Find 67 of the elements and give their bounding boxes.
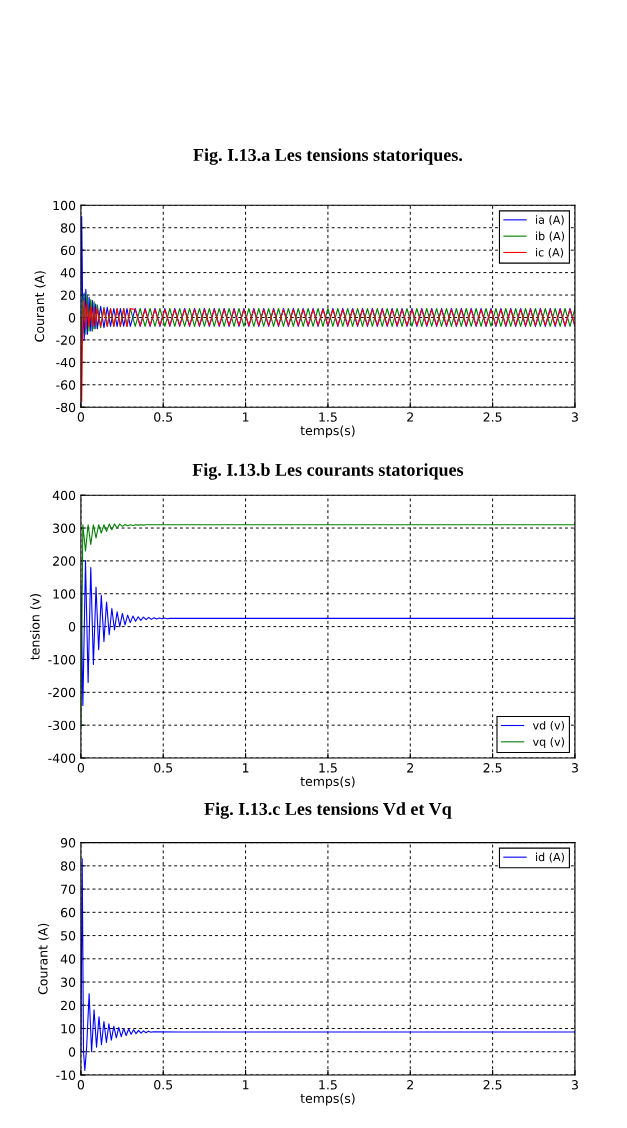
y-tick-label: 40	[60, 954, 76, 964]
y-tick-label: -100	[48, 654, 76, 665]
y-tick-label: 30	[61, 977, 76, 987]
y-tick-label: -200	[48, 687, 76, 698]
x-tick-label: 0.5	[154, 412, 173, 422]
y-tick-label: -60	[56, 380, 76, 390]
x-tick-label: 2.5	[483, 1080, 502, 1090]
y-axis-title: Courant (A)	[34, 271, 46, 342]
legend-label: ic (A)	[536, 247, 564, 258]
y-tick-label: 40	[60, 268, 76, 278]
x-tick-label: 0	[77, 412, 85, 422]
y-tick-label: 100	[53, 200, 76, 211]
y-tick-label: 20	[61, 290, 76, 300]
x-tick-label: 1	[242, 412, 249, 422]
x-axis-title: temps(s)	[300, 425, 355, 438]
x-axis-title: temps(s)	[300, 1093, 355, 1106]
x-tick-label: 2.5	[483, 412, 502, 422]
x-axis-title: temps(s)	[300, 776, 355, 789]
line-series	[80, 560, 575, 707]
y-tick-label: -400	[48, 753, 76, 763]
chart-title: Fig. I.13.b Les courants statoriques	[192, 463, 464, 480]
x-tick-label: 3	[571, 412, 578, 422]
y-tick-label: -80	[56, 402, 76, 413]
y-tick-label: 60	[60, 245, 76, 256]
y-tick-label: 300	[53, 523, 76, 533]
x-tick-label: 0.5	[154, 763, 173, 773]
y-tick-label: 200	[53, 556, 76, 566]
y-tick-label: -20	[56, 335, 76, 345]
x-tick-label: 2	[407, 1080, 413, 1090]
x-tick-label: 1	[242, 1080, 249, 1090]
y-axis-title: Courant (A)	[37, 923, 50, 995]
x-tick-label: 1.5	[319, 412, 337, 422]
x-tick-label: 2	[407, 412, 413, 422]
y-tick-label: 60	[60, 907, 76, 918]
y-tick-label: -10	[56, 1070, 76, 1080]
y-axis-title: tension (v)	[30, 594, 42, 660]
y-tick-label: 0	[68, 312, 76, 323]
y-tick-label: 100	[53, 589, 76, 599]
y-tick-label: 90	[60, 838, 76, 848]
x-tick-label: 0	[77, 763, 85, 773]
y-tick-label: 0	[68, 622, 76, 632]
x-tick-label: 3	[571, 1080, 578, 1090]
x-tick-label: 0	[77, 1080, 85, 1090]
x-tick-label: 1.5	[319, 763, 337, 773]
y-tick-label: 80	[60, 223, 76, 233]
y-tick-label: 0	[68, 1047, 76, 1057]
y-tick-label: 20	[61, 1000, 76, 1011]
y-tick-label: 400	[52, 490, 76, 501]
x-tick-label: 1	[242, 763, 249, 773]
x-tick-label: 1.5	[319, 1080, 337, 1090]
y-tick-label: -300	[48, 720, 76, 731]
x-tick-label: 0.5	[154, 1080, 173, 1090]
x-tick-label: 2.5	[483, 763, 502, 773]
y-tick-label: 80	[60, 861, 76, 871]
legend-label: vq (v)	[532, 737, 564, 749]
x-tick-label: 3	[571, 763, 578, 773]
legend-label: ia (A)	[536, 215, 564, 226]
y-tick-label: 70	[61, 884, 76, 895]
legend-label: vd (v)	[532, 720, 564, 731]
legend-label: ib (A)	[536, 231, 564, 242]
chart-title: Fig. I.13.c Les tensions Vd et Vq	[204, 802, 452, 819]
y-tick-label: 10	[61, 1023, 76, 1034]
y-tick-label: -40	[56, 357, 76, 368]
x-tick-label: 2	[407, 763, 413, 773]
y-tick-label: 50	[61, 931, 76, 941]
legend-label: id (A)	[536, 852, 564, 863]
chart-title: Fig. I.13.a Les tensions statoriques.	[193, 148, 463, 165]
